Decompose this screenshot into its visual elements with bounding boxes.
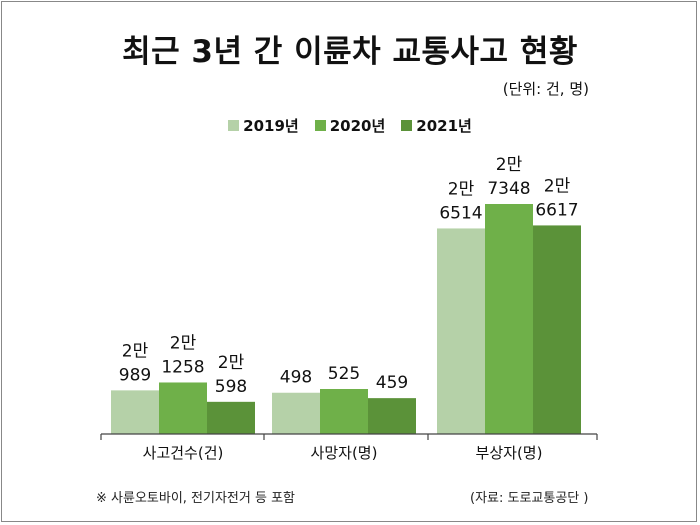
data-label-2020년-2-0: 2만 <box>496 155 523 175</box>
data-label-2019년-0-1: 989 <box>119 365 151 385</box>
bar-2021년-0 <box>207 401 255 434</box>
data-label-2019년-0-0: 2만 <box>122 341 149 361</box>
data-label-2020년-1-0: 525 <box>328 364 360 384</box>
legend-swatch-2019 <box>228 120 240 131</box>
bar-2019년-0 <box>111 390 159 434</box>
footnote: ※ 사륜오토바이, 전기자전거 등 포함 <box>96 491 295 506</box>
bar-2020년-0 <box>159 382 207 434</box>
data-label-2019년-1-0: 498 <box>280 368 312 388</box>
data-label-2019년-2-1: 6514 <box>439 203 482 223</box>
unit-label: (단위: 건, 명) <box>502 80 589 98</box>
data-label-2020년-2-1: 7348 <box>487 179 530 199</box>
legend: 2019년 2020년 2021년 <box>0 115 700 136</box>
legend-swatch-2020 <box>314 120 326 131</box>
data-label-2020년-0-1: 1258 <box>161 357 204 377</box>
data-label-2020년-0-0: 2만 <box>170 333 197 353</box>
data-label-2021년-2-0: 2만 <box>544 176 571 196</box>
bar-2021년-2 <box>533 225 581 434</box>
category-label-2: 부상자(명) <box>476 444 543 462</box>
category-label-1: 사망자(명) <box>311 444 378 462</box>
legend-label-2020: 2020년 <box>329 117 386 135</box>
data-label-2021년-2-1: 6617 <box>535 200 578 220</box>
bar-2020년-1 <box>320 389 368 434</box>
legend-item-2019: 2019년 <box>228 115 299 136</box>
legend-label-2021: 2021년 <box>416 117 472 135</box>
bar-2020년-2 <box>485 204 533 434</box>
source-note: (자료: 도로교통공단 ) <box>470 491 589 506</box>
bar-2021년-1 <box>368 398 416 434</box>
category-label-0: 사고건수(건) <box>143 444 224 462</box>
data-label-2019년-2-0: 2만 <box>448 179 475 199</box>
chart-title: 최근 3년 간 이륜차 교통사고 현황 <box>122 34 578 70</box>
bar-2019년-2 <box>437 228 485 434</box>
legend-swatch-2021 <box>401 120 413 131</box>
data-label-2021년-0-1: 598 <box>215 377 247 397</box>
legend-item-2021: 2021년 <box>401 115 472 136</box>
legend-label-2019: 2019년 <box>243 117 299 135</box>
bar-2019년-1 <box>272 392 320 434</box>
data-label-2021년-1-0: 459 <box>376 373 408 393</box>
legend-item-2020: 2020년 <box>314 115 386 136</box>
data-label-2021년-0-0: 2만 <box>218 353 245 373</box>
